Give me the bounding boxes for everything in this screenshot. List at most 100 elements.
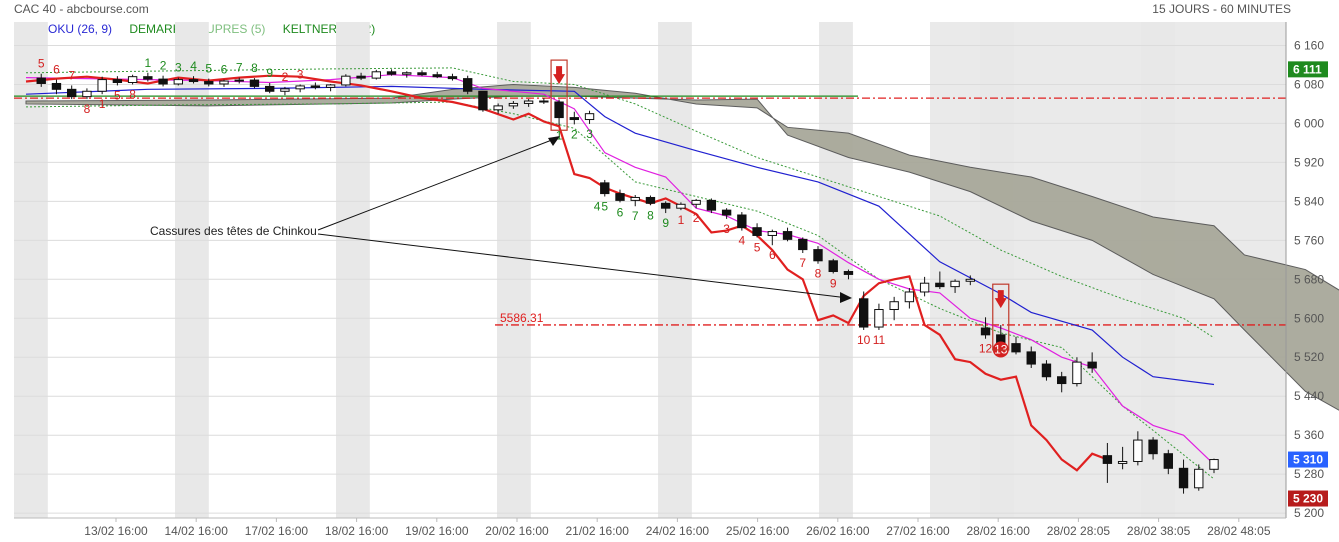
candle-body (843, 271, 854, 275)
candles (36, 69, 1219, 494)
candle-body (1102, 455, 1113, 464)
candle-body (630, 196, 640, 201)
y-tick-label: 5 200 (1294, 506, 1324, 520)
candle-body (706, 199, 717, 211)
demark-count: 6 (769, 248, 776, 262)
candle-body (874, 309, 884, 328)
candle-body (310, 85, 321, 88)
low-price-tag (1288, 490, 1328, 507)
high-price-tag (1288, 61, 1328, 78)
candle-body (615, 193, 625, 201)
demark-count: 1 (99, 97, 106, 111)
annotation-label: Cassures des têtes de Chinkou (150, 224, 317, 238)
x-tick-label: 19/02 16:00 (405, 524, 469, 538)
demark-count: 8 (647, 208, 654, 222)
candle-body (889, 301, 899, 311)
candle-body (432, 74, 442, 78)
x-tick-label: 13/02 16:00 (84, 524, 148, 538)
x-tick-label: 28/02 48:05 (1207, 524, 1271, 538)
candle-body (341, 75, 351, 86)
highlight-box (992, 283, 1010, 351)
candle-body (1072, 361, 1082, 385)
candle-body (51, 82, 62, 90)
candle-body (295, 85, 305, 90)
demark-count: 4 (190, 59, 197, 73)
candle-body (645, 196, 656, 204)
candle-body (737, 214, 747, 229)
last-price-tag-text: 5 310 (1293, 453, 1323, 467)
annotation-arrow-head (840, 292, 852, 303)
demark-count: 9 (662, 216, 669, 230)
x-tick-label: 25/02 16:00 (726, 524, 790, 538)
candle-body (112, 79, 123, 84)
candle-body (935, 282, 945, 288)
grid (14, 44, 1286, 514)
candle-body (219, 80, 229, 85)
candle-body (1209, 459, 1219, 470)
annotation-arrow-head (548, 136, 560, 146)
demark-count: 8 (129, 87, 136, 101)
x-tick-label: 28/02 38:05 (1127, 524, 1191, 538)
y-tick-label: 5 360 (1294, 428, 1324, 442)
demark-count: 2 (160, 59, 167, 73)
candle-body (813, 249, 823, 262)
legend-demark[interactable]: DEMARK (129, 22, 181, 36)
demark-count: 4 (594, 199, 601, 213)
candle-body (1026, 351, 1036, 365)
annotation-arrow-line (317, 137, 558, 231)
demark-count: 5 (38, 57, 45, 71)
demark-count: 5 (754, 240, 761, 254)
candle-body (371, 71, 381, 79)
candle-body (752, 227, 762, 236)
candle-body (721, 209, 732, 216)
demark-count: 3 (297, 67, 304, 81)
candle-body (539, 100, 549, 103)
highlight-box (550, 59, 568, 131)
x-tick-label: 26/02 16:00 (806, 524, 870, 538)
candle-body (249, 79, 260, 87)
horizontal-levels: 5586.31 (14, 95, 1286, 326)
candle-body (661, 202, 671, 209)
demark-count: 7 (632, 209, 639, 223)
last-price-tag (1288, 451, 1328, 468)
y-tick-label: 5 840 (1294, 194, 1324, 208)
annotation-arrow-line (317, 233, 849, 299)
x-tick-label: 24/02 16:00 (646, 524, 710, 538)
demark-count: 4 (739, 234, 746, 248)
level-label: 5586.31 (500, 311, 544, 325)
demark-count: 6 (617, 205, 624, 219)
candle-body (1041, 363, 1052, 378)
candle-body (508, 102, 519, 107)
demark-count: 1 (678, 213, 685, 227)
candle-body (1087, 361, 1097, 369)
candle-body (1148, 439, 1158, 455)
demark-count: 7 (68, 68, 75, 82)
demark-count: 8 (84, 102, 91, 116)
demark-count: 8 (815, 267, 822, 281)
y-tick-label: 5 280 (1294, 467, 1324, 481)
y-tick-label: 5 520 (1294, 350, 1324, 364)
down-arrow-icon (994, 290, 1007, 309)
demark-count: 9 (266, 66, 273, 80)
x-tick-label: 21/02 16:00 (565, 524, 629, 538)
x-tick-label: 20/02 16:00 (485, 524, 549, 538)
candle-body (463, 78, 473, 92)
legend-supres[interactable]: SUPRES (5) (198, 22, 266, 36)
candle-body (234, 79, 244, 82)
candle-body (600, 182, 610, 195)
candle-body (36, 77, 46, 84)
chart-header: CAC 40 - abcbourse.com 15 JOURS - 60 MIN… (0, 0, 1339, 22)
demark-count: 10 (857, 333, 871, 347)
candle-body (280, 88, 290, 92)
y-tick-label: 5 760 (1294, 233, 1324, 247)
candle-body (767, 231, 777, 236)
chart-title: CAC 40 - abcbourse.com (14, 2, 149, 16)
candle-body (1011, 343, 1021, 353)
candle-body (691, 199, 701, 205)
candle-body (417, 72, 427, 76)
demark-count: 8 (251, 61, 258, 75)
candle-body (386, 71, 397, 75)
candle-body (919, 282, 930, 293)
demark-count: 6 (221, 63, 228, 77)
